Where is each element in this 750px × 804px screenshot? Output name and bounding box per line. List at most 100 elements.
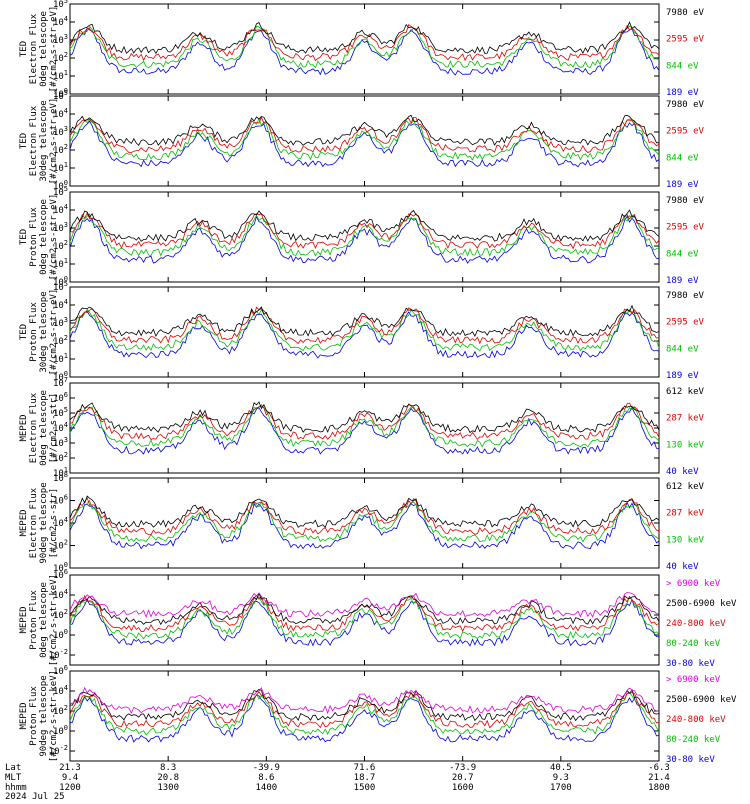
y-tick-label: 104 xyxy=(53,516,68,529)
series-line xyxy=(69,495,660,529)
y-tick-label: 104 xyxy=(53,203,68,216)
series-line xyxy=(69,21,660,55)
series-line xyxy=(69,24,660,62)
legend-item: 2595 eV xyxy=(666,318,705,328)
series-line xyxy=(69,694,660,743)
series-line xyxy=(69,117,660,161)
legend-item: > 6900 keV xyxy=(666,579,721,589)
legend-item: 7980 eV xyxy=(666,100,705,110)
series-line xyxy=(69,215,660,264)
panel-frame xyxy=(69,382,660,474)
y-tick-label: 105 xyxy=(53,185,68,198)
y-tick-label: 100 xyxy=(53,87,68,100)
y-axis-label-line: MEPED xyxy=(19,702,29,729)
y-axis-label: MEPED Proton Flux 90deg telescope [#/cm2-s-… xyxy=(19,670,59,762)
x-row-label-lat: Lat xyxy=(5,763,21,773)
x-row-label-hhmm: hhmm xyxy=(5,783,27,793)
legend-item: 612 keV xyxy=(666,387,705,397)
x-tick-mlt: 20.7 xyxy=(452,773,474,783)
y-tick-label: 104 xyxy=(53,107,68,120)
x-tick-lat: 40.5 xyxy=(550,763,572,773)
series-line xyxy=(69,304,660,338)
x-tick-hhmm: 1600 xyxy=(452,783,474,793)
y-tick-label: 103 xyxy=(53,125,68,138)
legend-item: 2595 eV xyxy=(666,223,705,233)
y-axis-label-line: Electron Flux xyxy=(29,392,39,463)
x-tick-lat: -39.9 xyxy=(253,763,280,773)
y-axis-label-line: MEPED xyxy=(19,606,29,633)
legend-item: 189 eV xyxy=(666,88,699,98)
legend-item: 2595 eV xyxy=(666,35,705,45)
y-axis-label-line: TED xyxy=(19,324,29,340)
y-tick-label: 10-2 xyxy=(49,744,68,757)
legend-item: 2595 eV xyxy=(666,127,705,137)
y-tick-label: 103 xyxy=(53,221,68,234)
y-tick-label: 10-2 xyxy=(49,648,68,661)
y-tick-label: 106 xyxy=(53,494,68,507)
x-tick-mlt: 20.8 xyxy=(157,773,179,783)
y-axis-label-line: Proton Flux xyxy=(29,590,39,650)
series-line xyxy=(69,308,660,352)
x-tick-hhmm: 1400 xyxy=(255,783,277,793)
legend-item: > 6900 keV xyxy=(666,675,721,685)
x-row-label-mlt: MLT xyxy=(5,773,22,783)
y-tick-label: 101 xyxy=(53,466,68,479)
y-axis-label-line: 0deg telescope xyxy=(39,199,49,275)
y-axis-label-line: [#/cm2-s-str-eV] xyxy=(49,6,59,93)
y-axis-label-line: 0deg telescope xyxy=(39,582,49,658)
y-tick-label: 102 xyxy=(53,451,68,464)
x-tick-mlt: 21.4 xyxy=(648,773,670,783)
panel-frame xyxy=(69,95,660,187)
y-axis-label: TED Electron Flux 0deg telescope [#/cm2-s-s… xyxy=(19,6,59,93)
series-line xyxy=(69,686,659,715)
series-line xyxy=(69,114,660,146)
y-axis-label-line: 90deg telescope xyxy=(39,675,49,756)
y-axis-label: TED Electron Flux 30deg telescope [#/cm2-s-… xyxy=(19,98,59,185)
y-tick-label: 101 xyxy=(53,69,68,82)
y-tick-label: 100 xyxy=(53,275,68,288)
y-tick-label: 102 xyxy=(53,334,68,347)
legend-item: 2500-6900 keV xyxy=(666,599,737,609)
y-tick-label: 100 xyxy=(53,628,68,641)
y-tick-label: 104 xyxy=(53,684,68,697)
y-tick-label: 105 xyxy=(53,0,68,10)
legend-item: 189 eV xyxy=(666,371,699,381)
y-axis-label-line: [#/cm2-s-str-eV] xyxy=(49,98,59,185)
series-line xyxy=(69,116,660,153)
y-tick-label: 100 xyxy=(53,561,68,574)
y-axis-label-line: 0deg telescope xyxy=(39,11,49,87)
y-tick-label: 106 xyxy=(53,568,68,581)
x-tick-mlt: 9.4 xyxy=(62,773,78,783)
y-tick-label: 106 xyxy=(53,664,68,677)
series-line xyxy=(69,405,660,448)
x-tick-mlt: 8.6 xyxy=(258,773,274,783)
legend-item: 40 keV xyxy=(666,467,699,477)
y-axis-label-line: TED xyxy=(19,133,29,149)
legend-item: 844 eV xyxy=(666,153,699,163)
y-axis-label-line: Electron Flux xyxy=(29,13,39,84)
y-axis-label-line: Electron Flux xyxy=(29,487,39,558)
legend-item: 287 keV xyxy=(666,509,705,519)
legend-item: 130 keV xyxy=(666,535,705,545)
series-line xyxy=(69,25,660,69)
y-axis-label-line: 30deg telescope xyxy=(39,291,49,372)
y-axis-label-line: 0deg telescope xyxy=(39,390,49,466)
y-axis-label-line: [#/cm2-s-str] xyxy=(49,488,59,558)
y-tick-label: 104 xyxy=(53,298,68,311)
y-tick-label: 103 xyxy=(53,33,68,46)
legend-item: 189 eV xyxy=(666,180,699,190)
y-tick-label: 101 xyxy=(53,352,68,365)
y-tick-label: 104 xyxy=(53,588,68,601)
y-axis-label-line: TED xyxy=(19,229,29,245)
x-tick-lat: 8.3 xyxy=(160,763,176,773)
x-tick-hhmm: 1300 xyxy=(157,783,179,793)
y-tick-label: 102 xyxy=(53,608,68,621)
y-axis-label: MEPED Electron Flux 0deg telescope [#/cm2-s… xyxy=(19,390,59,466)
